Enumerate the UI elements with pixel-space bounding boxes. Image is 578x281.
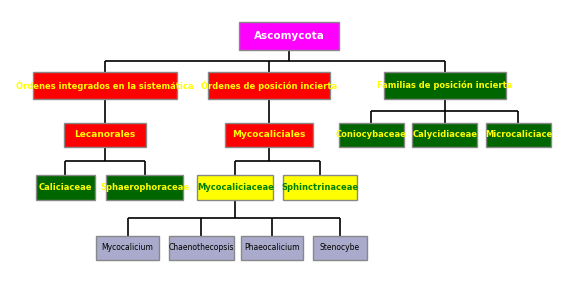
Text: Phaeocalicium: Phaeocalicium xyxy=(244,243,300,252)
FancyBboxPatch shape xyxy=(239,22,339,50)
FancyBboxPatch shape xyxy=(33,72,177,99)
Text: Calycidiaceae: Calycidiaceae xyxy=(412,130,477,139)
FancyBboxPatch shape xyxy=(486,123,551,147)
FancyBboxPatch shape xyxy=(197,175,273,200)
Text: Órdenes integrados en la sistemática: Órdenes integrados en la sistemática xyxy=(16,80,194,91)
Text: Órdenes de posición incierta: Órdenes de posición incierta xyxy=(201,80,337,91)
Text: Stenocybe: Stenocybe xyxy=(320,243,360,252)
Text: Mycocaliciaceae: Mycocaliciaceae xyxy=(197,183,273,192)
Text: Microcaliciace: Microcaliciace xyxy=(485,130,552,139)
Text: Sphinctrinaceae: Sphinctrinaceae xyxy=(281,183,359,192)
FancyBboxPatch shape xyxy=(384,72,506,99)
FancyBboxPatch shape xyxy=(241,235,303,260)
Text: Coniocybaceae: Coniocybaceae xyxy=(336,130,406,139)
FancyBboxPatch shape xyxy=(412,123,477,147)
FancyBboxPatch shape xyxy=(169,235,234,260)
Text: Chaenothecopsis: Chaenothecopsis xyxy=(168,243,234,252)
FancyBboxPatch shape xyxy=(313,235,367,260)
Text: Ascomycota: Ascomycota xyxy=(254,31,324,41)
FancyBboxPatch shape xyxy=(283,175,357,200)
Text: Mycocalicium: Mycocalicium xyxy=(102,243,154,252)
FancyBboxPatch shape xyxy=(225,123,313,147)
FancyBboxPatch shape xyxy=(35,175,95,200)
Text: Mycocaliciales: Mycocaliciales xyxy=(232,130,306,139)
Text: Familias de posición incierta: Familias de posición incierta xyxy=(377,81,513,90)
Text: Lecanorales: Lecanorales xyxy=(75,130,135,139)
FancyBboxPatch shape xyxy=(339,123,403,147)
FancyBboxPatch shape xyxy=(97,235,159,260)
FancyBboxPatch shape xyxy=(64,123,146,147)
Text: Sphaerophoraceae: Sphaerophoraceae xyxy=(100,183,189,192)
Text: Caliciaceae: Caliciaceae xyxy=(39,183,92,192)
FancyBboxPatch shape xyxy=(208,72,330,99)
FancyBboxPatch shape xyxy=(106,175,183,200)
